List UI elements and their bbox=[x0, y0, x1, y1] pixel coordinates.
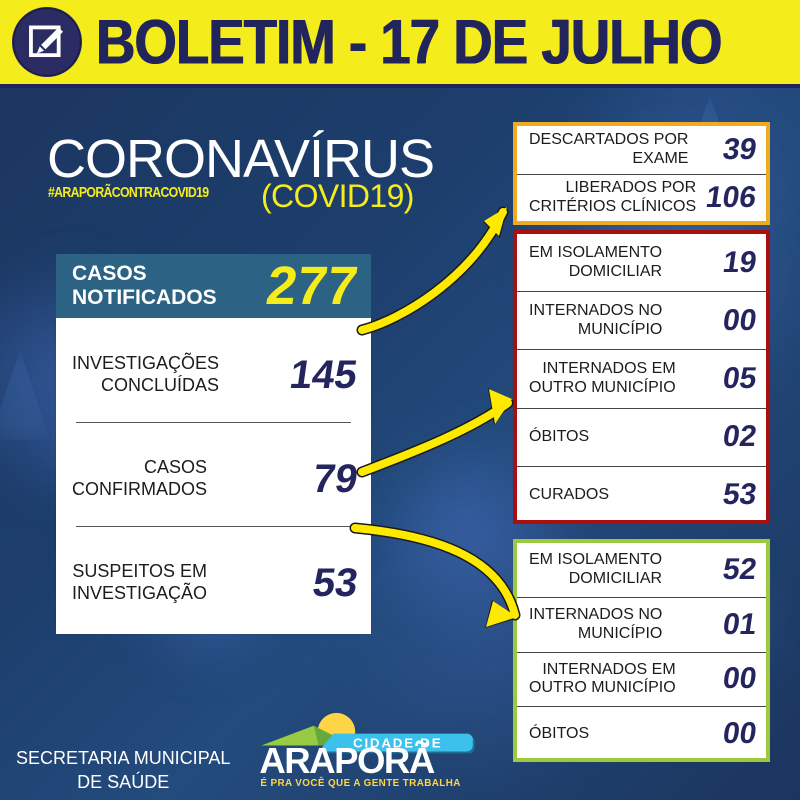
svg-text:É PRA VOCÊ QUE A GENTE TRABALH: É PRA VOCÊ QUE A GENTE TRABALHA bbox=[260, 777, 460, 789]
svg-text:ARAPORÃ: ARAPORÃ bbox=[259, 739, 434, 781]
